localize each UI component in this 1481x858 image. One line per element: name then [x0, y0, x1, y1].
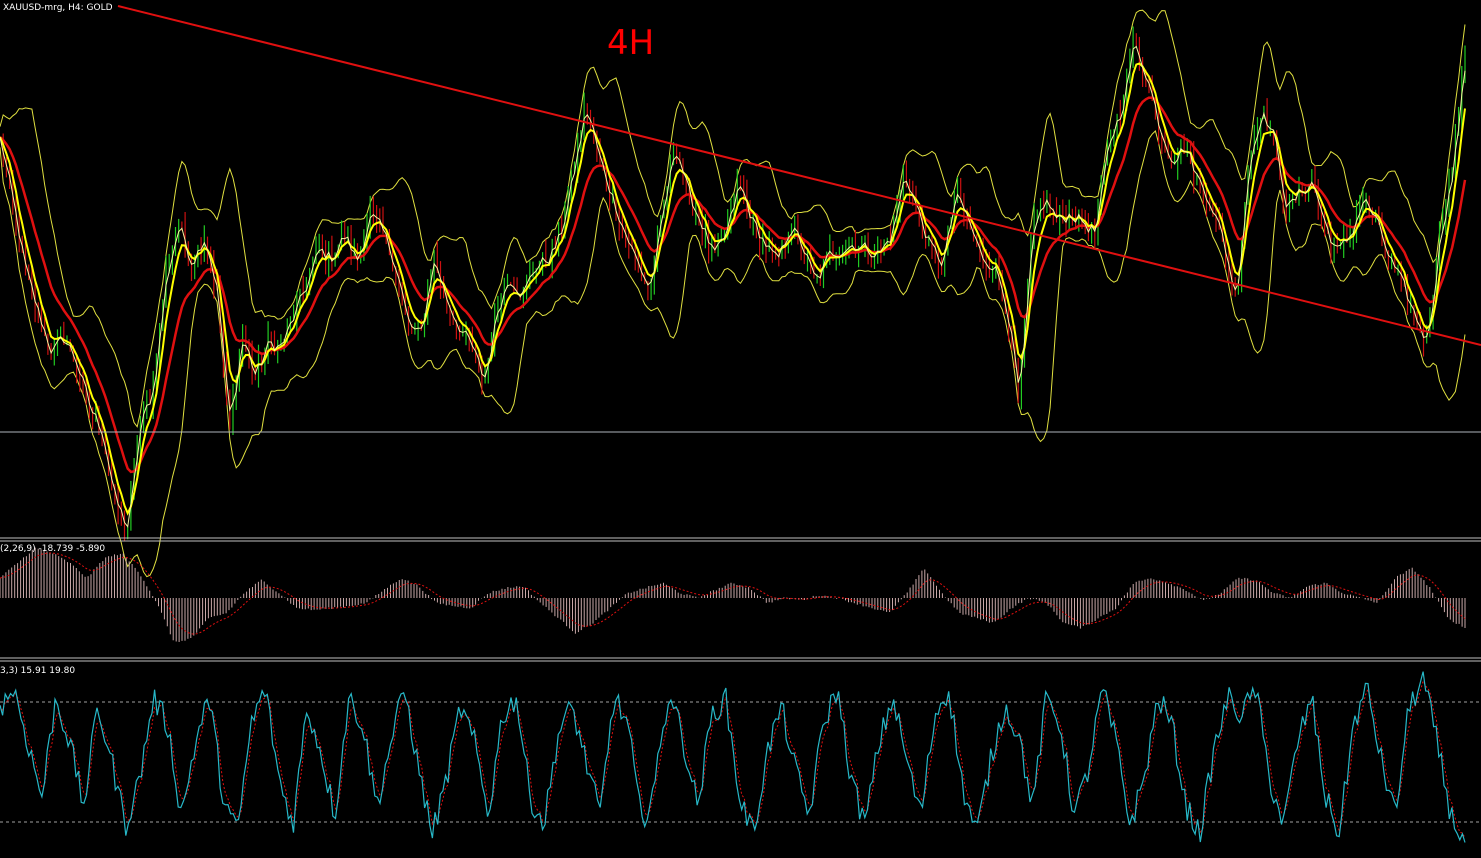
price-line: [0, 45, 1466, 528]
bollinger-upper-line: [0, 9, 1466, 428]
symbol-label: XAUUSD-mrg, H4: GOLD: [3, 3, 113, 13]
price-series: [0, 45, 1466, 528]
timeframe-label: 4H: [607, 23, 655, 63]
bollinger-lower-band: [0, 130, 1466, 578]
stochastic-signal-line: [0, 679, 1466, 839]
moving-average-slow: [0, 96, 1467, 474]
stochastic-plot[interactable]: [0, 671, 1481, 843]
stochastic-main-polyline: [0, 671, 1466, 843]
macd-indicator-label: (2,26,9) -18.739 -5.890: [0, 544, 106, 554]
bollinger-lower-line: [0, 130, 1466, 578]
stochastic-indicator-label: 3,3) 15.91 19.80: [0, 666, 76, 676]
ma-fast-line: [0, 62, 1466, 516]
stochastic-signal-polyline: [0, 679, 1466, 839]
moving-average-fast: [0, 62, 1466, 516]
stochastic-main-line: [0, 671, 1466, 843]
bollinger-upper-band: [0, 9, 1466, 428]
ma-slow-line: [0, 96, 1467, 474]
price-plot[interactable]: [0, 5, 1481, 578]
macd-signal-polyline: [0, 552, 1466, 635]
macd-histogram: [0, 547, 1466, 642]
macd-signal-line: [0, 552, 1466, 635]
descending-trendline[interactable]: [117, 5, 1481, 346]
macd-plot[interactable]: [0, 547, 1466, 642]
